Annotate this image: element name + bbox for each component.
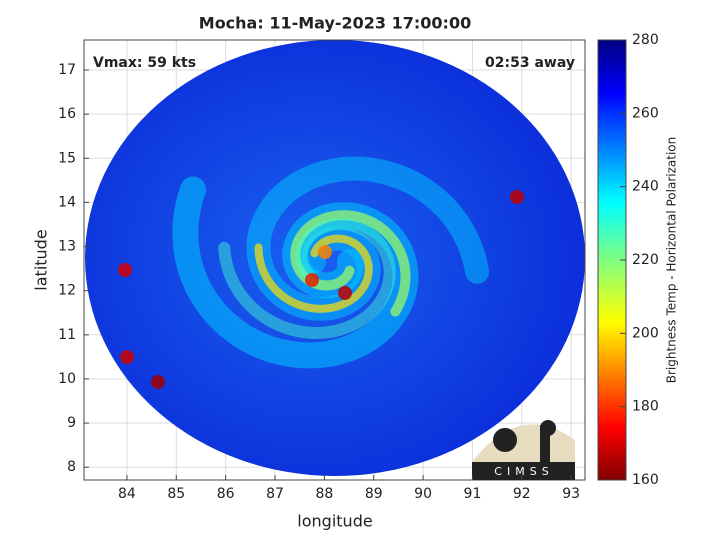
- colorbar-axis: 160 180 200 220 240 260 280: [620, 32, 659, 488]
- colorbar-tick-label: 160: [632, 472, 659, 488]
- cold-cloud: [151, 375, 165, 389]
- cold-cloud: [318, 245, 332, 259]
- x-tick-label: 93: [562, 486, 580, 502]
- swirl: [118, 156, 524, 389]
- y-tick-label: 9: [67, 415, 76, 431]
- y-axis-label: latitude: [32, 229, 51, 290]
- x-tick-label: 86: [217, 486, 235, 502]
- colorbar-tick-label: 180: [632, 399, 659, 415]
- logo-text: CIMSS: [494, 465, 553, 478]
- x-axis-label: longitude: [297, 512, 372, 531]
- x-tick-label: 87: [266, 486, 284, 502]
- cold-cloud: [510, 190, 524, 204]
- x-tick-label: 91: [464, 486, 482, 502]
- x-tick-label: 85: [167, 486, 185, 502]
- y-tick-label: 11: [58, 327, 76, 343]
- y-tick-label: 16: [58, 106, 76, 122]
- cold-cloud: [305, 273, 319, 287]
- colorbar-label: Brightness Temp - Horizontal Polarizatio…: [665, 137, 679, 384]
- annotation: Vmax: 59 kts: [93, 55, 196, 71]
- y-tick-label: 17: [58, 62, 76, 78]
- rain-band: [290, 210, 411, 317]
- y-tick-label: 15: [58, 150, 76, 166]
- y-tick-label: 10: [58, 371, 76, 387]
- colorbar-tick-label: 200: [632, 325, 659, 341]
- colorbar-tick-label: 280: [632, 32, 659, 48]
- y-tick-label: 12: [58, 283, 76, 299]
- title: Mocha: 11-May-2023 17:00:00: [199, 14, 471, 33]
- plot-frame: [83, 39, 586, 481]
- x-tick-label: 92: [513, 486, 531, 502]
- rain-band: [254, 234, 373, 313]
- colorbar-tick-label: 220: [632, 252, 659, 268]
- colorbar-tick-label: 240: [632, 179, 659, 195]
- cold-cloud: [338, 286, 352, 300]
- colorbar-tick-label: 260: [632, 105, 659, 121]
- y-tick-label: 8: [67, 459, 76, 475]
- logo: CIMSS: [472, 420, 575, 480]
- x-tick-label: 90: [414, 486, 432, 502]
- y-tick-label: 14: [58, 194, 76, 210]
- cold-cloud: [120, 350, 134, 364]
- swath: [85, 40, 585, 476]
- x-tick-label: 84: [118, 486, 136, 502]
- x-tick-label: 88: [315, 486, 333, 502]
- annotation: 02:53 away: [485, 55, 575, 71]
- x-tick-label: 89: [365, 486, 383, 502]
- cold-cloud: [118, 263, 132, 277]
- rain-band: [218, 218, 396, 340]
- y-tick-label: 13: [58, 239, 76, 255]
